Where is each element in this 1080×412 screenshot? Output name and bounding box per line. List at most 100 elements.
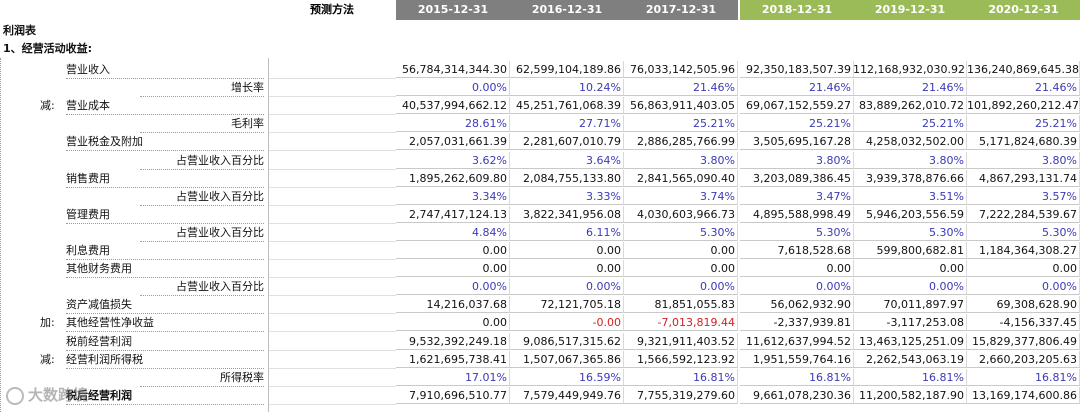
- value-cell[interactable]: 4,867,293,131.74: [967, 169, 1080, 187]
- value-cell[interactable]: 7,755,319,279.60: [624, 386, 738, 404]
- value-cell[interactable]: 2,084,755,133.80: [510, 169, 624, 187]
- method-cell[interactable]: [268, 260, 396, 279]
- value-cell[interactable]: 40,537,994,662.12: [396, 97, 510, 115]
- value-cell[interactable]: 3.80%: [853, 151, 967, 169]
- value-cell[interactable]: 5,171,824,680.39: [967, 133, 1080, 151]
- value-cell[interactable]: 72,121,705.18: [510, 296, 624, 314]
- value-cell[interactable]: 3.51%: [853, 187, 967, 205]
- value-cell[interactable]: 4,030,603,966.73: [624, 205, 738, 223]
- value-cell[interactable]: 3,505,695,167.28: [740, 133, 854, 151]
- method-cell[interactable]: [268, 115, 396, 134]
- value-cell[interactable]: 136,240,869,645.38: [967, 61, 1080, 78]
- value-cell[interactable]: 62,599,104,189.86: [510, 61, 624, 78]
- method-cell[interactable]: [268, 278, 396, 297]
- value-cell[interactable]: 0.00: [510, 242, 624, 259]
- value-cell[interactable]: 1,184,364,308.27: [967, 242, 1080, 259]
- value-cell[interactable]: 21.46%: [967, 79, 1080, 97]
- value-cell[interactable]: 16.81%: [740, 368, 854, 386]
- value-cell[interactable]: -4,156,337.45: [967, 314, 1080, 332]
- year-header-2[interactable]: 2016-12-31: [510, 0, 624, 20]
- value-cell[interactable]: 16.81%: [967, 368, 1080, 386]
- value-cell[interactable]: 5.30%: [967, 223, 1080, 241]
- value-cell[interactable]: 2,281,607,010.79: [510, 133, 624, 151]
- value-cell[interactable]: 0.00: [740, 260, 854, 278]
- value-cell[interactable]: 3,203,089,386.45: [740, 169, 854, 187]
- value-cell[interactable]: 7,579,449,949.76: [510, 386, 624, 404]
- value-cell[interactable]: 11,200,582,187.90: [853, 386, 967, 404]
- method-cell[interactable]: [268, 79, 396, 98]
- value-cell[interactable]: 7,222,284,539.67: [967, 205, 1080, 223]
- method-cell[interactable]: [268, 314, 396, 333]
- value-cell[interactable]: 0.00%: [396, 278, 510, 296]
- value-cell[interactable]: 3.34%: [396, 187, 510, 205]
- value-cell[interactable]: 0.00%: [624, 278, 738, 296]
- value-cell[interactable]: 17.01%: [396, 368, 510, 386]
- method-cell[interactable]: [268, 97, 396, 116]
- value-cell[interactable]: 101,892,260,212.47: [967, 97, 1080, 115]
- value-cell[interactable]: 70,011,897.97: [853, 296, 967, 314]
- row-label[interactable]: 资产减值损失: [66, 296, 264, 315]
- value-cell[interactable]: 2,886,285,766.99: [624, 133, 738, 151]
- value-cell[interactable]: 9,661,078,230.36: [740, 386, 854, 404]
- value-cell[interactable]: 16.81%: [624, 368, 738, 386]
- method-cell[interactable]: [268, 333, 396, 351]
- row-label[interactable]: 税前经营利润: [66, 333, 264, 351]
- value-cell[interactable]: 2,841,565,090.40: [624, 169, 738, 187]
- value-cell[interactable]: 0.00%: [740, 278, 854, 296]
- value-cell[interactable]: 5.30%: [624, 223, 738, 241]
- value-cell[interactable]: 5.30%: [853, 223, 967, 241]
- value-cell[interactable]: 3.47%: [740, 187, 854, 205]
- value-cell[interactable]: 14,216,037.68: [396, 296, 510, 314]
- value-cell[interactable]: 83,889,262,010.72: [853, 97, 967, 115]
- value-cell[interactable]: 76,033,142,505.96: [624, 61, 738, 78]
- method-cell[interactable]: [268, 188, 396, 206]
- value-cell[interactable]: 25.21%: [740, 115, 854, 133]
- method-cell[interactable]: [268, 387, 396, 405]
- value-cell[interactable]: 1,566,592,123.92: [624, 350, 738, 368]
- row-label[interactable]: 其他财务费用: [66, 260, 264, 279]
- value-cell[interactable]: 11,612,637,994.52: [740, 332, 854, 350]
- value-cell[interactable]: 81,851,055.83: [624, 296, 738, 314]
- value-cell[interactable]: 56,784,314,344.30: [396, 61, 510, 78]
- value-cell[interactable]: 7,618,528.68: [740, 242, 854, 259]
- row-label[interactable]: 占营业收入百分比: [140, 224, 264, 242]
- row-label[interactable]: 毛利率: [140, 115, 264, 134]
- value-cell[interactable]: 16.59%: [510, 368, 624, 386]
- value-cell[interactable]: 599,800,682.81: [853, 242, 967, 259]
- value-cell[interactable]: 6.11%: [510, 223, 624, 241]
- value-cell[interactable]: 9,321,911,403.52: [624, 332, 738, 350]
- value-cell[interactable]: 0.00%: [396, 79, 510, 97]
- value-cell[interactable]: 3.80%: [624, 151, 738, 169]
- value-cell[interactable]: 10.24%: [510, 79, 624, 97]
- value-cell[interactable]: -3,117,253.08: [853, 314, 967, 332]
- value-cell[interactable]: 5.30%: [740, 223, 854, 241]
- value-cell[interactable]: 21.46%: [624, 79, 738, 97]
- value-cell[interactable]: 2,747,417,124.13: [396, 205, 510, 223]
- row-label[interactable]: 其他经营性净收益: [66, 314, 264, 333]
- row-label[interactable]: 占营业收入百分比: [140, 278, 264, 297]
- row-label[interactable]: 管理费用: [66, 206, 264, 224]
- value-cell[interactable]: 3.80%: [967, 151, 1080, 169]
- year-header-5[interactable]: 2019-12-31: [853, 0, 967, 20]
- value-cell[interactable]: 28.61%: [396, 115, 510, 133]
- value-cell[interactable]: 0.00: [396, 242, 510, 259]
- value-cell[interactable]: 0.00: [624, 260, 738, 278]
- value-cell[interactable]: 2,660,203,205.63: [967, 350, 1080, 368]
- value-cell[interactable]: 3,822,341,956.08: [510, 205, 624, 223]
- value-cell[interactable]: 25.21%: [853, 115, 967, 133]
- value-cell[interactable]: 3.62%: [396, 151, 510, 169]
- row-label[interactable]: 营业税金及附加: [66, 133, 264, 152]
- value-cell[interactable]: 0.00%: [967, 278, 1080, 296]
- value-cell[interactable]: 45,251,761,068.39: [510, 97, 624, 115]
- value-cell[interactable]: 2,057,031,661.39: [396, 133, 510, 151]
- method-cell[interactable]: [268, 242, 396, 260]
- method-cell[interactable]: [268, 152, 396, 170]
- year-header-1[interactable]: 2015-12-31: [396, 0, 510, 20]
- value-cell[interactable]: 7,910,696,510.77: [396, 386, 510, 404]
- value-cell[interactable]: 0.00: [396, 314, 510, 332]
- row-label[interactable]: 经营利润所得税: [66, 351, 264, 369]
- value-cell[interactable]: 0.00%: [853, 278, 967, 296]
- value-cell[interactable]: 3.64%: [510, 151, 624, 169]
- value-cell[interactable]: 4,258,032,502.00: [853, 133, 967, 151]
- value-cell[interactable]: 15,829,377,806.49: [967, 332, 1080, 350]
